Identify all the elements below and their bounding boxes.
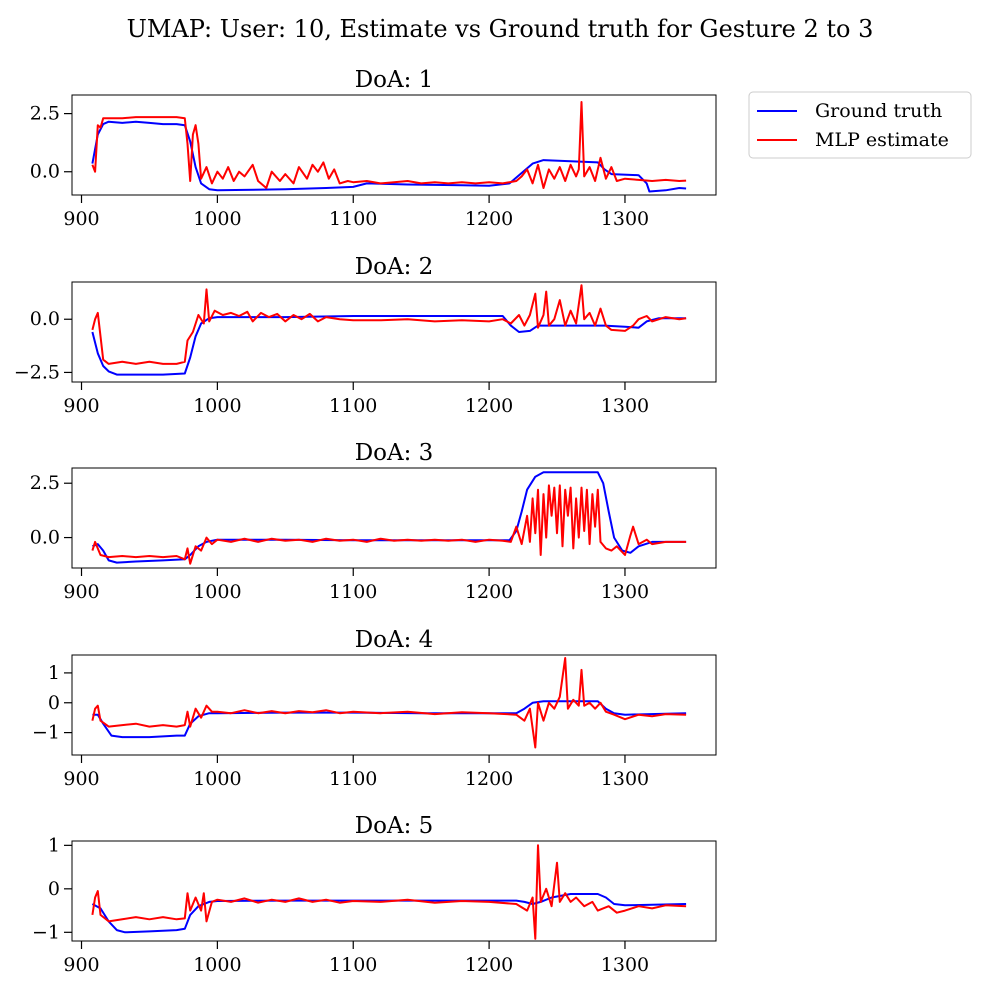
- x-tick-label: 1200: [465, 768, 513, 790]
- series-line-ground-truth: [91, 120, 687, 193]
- subplot-title: DoA: 3: [355, 440, 434, 466]
- x-tick-label: 1300: [601, 954, 649, 976]
- y-tick-label: 1: [48, 662, 60, 684]
- plot-frame: [71, 467, 717, 569]
- x-tick-label: 1100: [329, 395, 377, 417]
- y-tick-label: 0: [48, 878, 60, 900]
- x-tick-label: 900: [63, 954, 99, 976]
- x-tick-label: 900: [63, 395, 99, 417]
- y-tick-label: −2.5: [14, 361, 60, 383]
- x-tick-label: 1100: [329, 954, 377, 976]
- y-tick-label: 0: [48, 692, 60, 714]
- series-line-ground-truth: [92, 700, 687, 739]
- y-tick-label: 0.0: [30, 527, 60, 549]
- figure-title: UMAP: User: 10, Estimate vs Ground truth…: [127, 15, 874, 43]
- series-line-mlp-estimate: [91, 284, 687, 365]
- x-tick-label: 1000: [193, 581, 241, 603]
- legend-label: Ground truth: [815, 100, 942, 122]
- series-line-ground-truth: [91, 893, 687, 934]
- legend: Ground truth MLP estimate: [748, 91, 972, 159]
- legend-box: [748, 91, 972, 159]
- x-tick-label: 1200: [465, 395, 513, 417]
- plot-frame: [71, 840, 717, 942]
- subplot-title: DoA: 2: [355, 254, 434, 280]
- x-tick-label: 1000: [193, 954, 241, 976]
- x-tick-label: 1100: [329, 581, 377, 603]
- x-tick-label: 1300: [601, 581, 649, 603]
- series-line-mlp-estimate: [91, 101, 687, 189]
- subplot-doa-1: DoA: 1 900 1000 1100 1200 1300 0.0 2.5: [30, 67, 717, 230]
- y-tick-label: 0.0: [30, 161, 60, 183]
- x-tick-label: 1100: [329, 208, 377, 230]
- subplot-doa-2: DoA: 2 900 1000 1100 1200 1300 −2.5 0.0: [14, 254, 717, 417]
- y-tick-label: 2.5: [30, 103, 60, 125]
- x-tick-label: 1300: [601, 768, 649, 790]
- x-tick-label: 900: [63, 208, 99, 230]
- series-line-mlp-estimate: [91, 657, 687, 749]
- y-tick-label: −1: [32, 722, 60, 744]
- subplot-title: DoA: 4: [355, 627, 434, 653]
- plot-frame: [71, 281, 717, 383]
- x-tick-label: 1000: [193, 208, 241, 230]
- subplot-title: DoA: 1: [355, 67, 434, 93]
- subplot-doa-4: DoA: 4 900 1000 1100 1200 1300 −1 0 1: [32, 627, 717, 790]
- x-tick-label: 900: [63, 768, 99, 790]
- x-tick-label: 1000: [193, 768, 241, 790]
- y-tick-label: 0.0: [30, 308, 60, 330]
- x-tick-label: 900: [63, 581, 99, 603]
- x-tick-label: 1200: [465, 954, 513, 976]
- x-tick-label: 1200: [465, 208, 513, 230]
- x-tick-label: 1300: [601, 395, 649, 417]
- y-tick-label: 2.5: [30, 472, 60, 494]
- subplot-doa-3: DoA: 3 900 1000 1100 1200 1300 0.0 2.5: [30, 440, 717, 603]
- subplot-doa-5: DoA: 5 900 1000 1100 1200 1300 −1 0 1: [32, 813, 717, 976]
- x-tick-label: 1000: [193, 395, 241, 417]
- x-tick-label: 1200: [465, 581, 513, 603]
- subplot-title: DoA: 5: [355, 813, 434, 839]
- y-tick-label: 1: [48, 834, 60, 856]
- x-tick-label: 1300: [601, 208, 649, 230]
- plot-frame: [71, 94, 717, 196]
- x-tick-label: 1100: [329, 768, 377, 790]
- series-line-mlp-estimate: [91, 484, 687, 565]
- series-line-mlp-estimate: [91, 844, 687, 940]
- plot-frame: [71, 654, 717, 756]
- y-tick-label: −1: [32, 921, 60, 943]
- legend-label: MLP estimate: [815, 129, 949, 151]
- series-line-ground-truth: [92, 471, 687, 564]
- series-line-ground-truth: [91, 315, 687, 376]
